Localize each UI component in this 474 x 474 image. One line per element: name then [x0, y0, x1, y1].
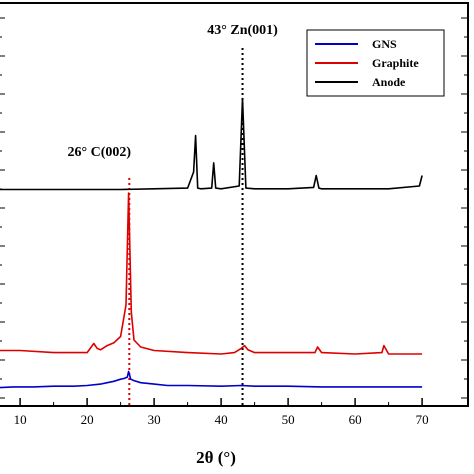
series-line-graphite	[0, 192, 423, 355]
x-tick-label: 50	[282, 412, 295, 427]
series-group	[0, 97, 423, 389]
legend-label: Graphite	[372, 56, 419, 70]
x-tick-label: 10	[14, 412, 27, 427]
reference-lines	[128, 48, 244, 406]
x-axis-title: 2θ (°)	[196, 448, 236, 467]
annotation-label: 26° C(002)	[68, 145, 132, 160]
x-tick-label: 40	[215, 412, 228, 427]
annotation-label: 43° Zn(001)	[207, 23, 278, 38]
peak-annotations: 43° Zn(001) 26° C(002)	[68, 23, 279, 160]
legend-label: GNS	[372, 37, 397, 51]
legend: GNS Graphite Anode	[306, 29, 445, 97]
x-tick-label: 70	[416, 412, 429, 427]
x-tick-label: 20	[81, 412, 94, 427]
x-tick-labels: 10 20 30 40 50 60 70	[14, 412, 429, 427]
series-line-anode	[0, 97, 423, 191]
series-line-gns	[0, 370, 423, 389]
x-tick-label: 60	[349, 412, 362, 427]
x-tick-label: 30	[148, 412, 161, 427]
legend-label: Anode	[372, 75, 406, 89]
plot-frame	[0, 2, 469, 407]
axis-ticks	[0, 17, 468, 406]
